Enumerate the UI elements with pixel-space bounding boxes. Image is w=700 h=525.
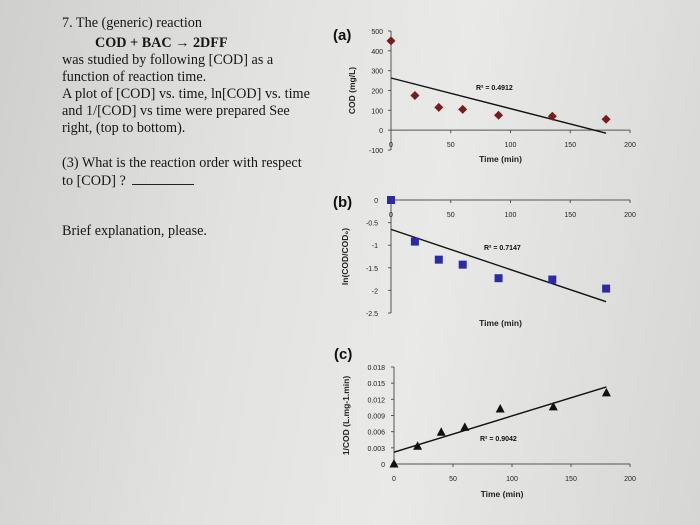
data-point-diamond <box>458 104 468 114</box>
x-tick-label: 150 <box>564 142 576 149</box>
x-axis-title: Time (min) <box>481 489 524 499</box>
question-text-line: right, (top to bottom). <box>62 120 186 136</box>
y-tick-label: 0.006 <box>367 430 385 437</box>
data-point-square <box>387 196 395 204</box>
data-point-square <box>494 274 503 283</box>
x-axis-title: Time (min) <box>479 154 522 164</box>
y-tick-label: 0.012 <box>367 397 385 404</box>
data-point-triangle <box>460 422 470 431</box>
x-tick-label: 100 <box>505 212 517 219</box>
x-tick-label: 100 <box>505 142 517 149</box>
y-tick-label: 0 <box>379 128 383 135</box>
panel-label: (b) <box>333 194 352 211</box>
question-text-line: was studied by following [COD] as a <box>62 52 274 68</box>
data-point-diamond <box>601 114 611 124</box>
y-tick-label: 200 <box>371 89 383 96</box>
reaction-equation: COD + BAC → 2DFF <box>95 35 228 51</box>
y-tick-label: 0.009 <box>367 414 385 421</box>
y-tick-label: 100 <box>371 108 383 115</box>
data-point-square <box>434 255 443 264</box>
x-tick-label: 0 <box>389 212 393 219</box>
trendline <box>390 77 607 134</box>
data-point-square <box>548 275 557 284</box>
data-point-triangle <box>389 459 399 468</box>
x-tick-label: 150 <box>565 476 577 483</box>
x-tick-label: 50 <box>447 142 455 149</box>
question-title: 7. The (generic) reaction <box>62 15 202 31</box>
y-tick-label: 400 <box>371 49 383 56</box>
data-point-diamond <box>410 90 420 100</box>
y-axis-title: ln(COD/COD₀) <box>340 228 350 285</box>
sub-question-line-2: to [COD] ? <box>62 172 194 189</box>
trendline <box>390 228 607 303</box>
y-tick-label: 0 <box>374 198 378 205</box>
r-squared-label: R² = 0.7147 <box>484 245 521 252</box>
data-point-square <box>602 284 611 293</box>
x-tick-label: 150 <box>564 212 576 219</box>
r-squared-label: R² = 0.4912 <box>476 85 513 92</box>
r-squared-label: R² = 0.9042 <box>480 436 517 443</box>
data-point-triangle <box>548 401 558 411</box>
data-point-diamond <box>434 102 444 112</box>
y-tick-label: 0.003 <box>367 446 385 453</box>
panel-label: (c) <box>334 346 352 363</box>
y-tick-label: 500 <box>371 29 383 36</box>
data-point-square <box>410 237 419 246</box>
data-point-diamond <box>547 111 557 121</box>
explanation-prompt: Brief explanation, please. <box>62 223 207 239</box>
sub-question-line: (3) What is the reaction order with resp… <box>62 155 302 171</box>
data-point-diamond <box>494 110 504 120</box>
question-text-line: and 1/[COD] vs time were prepared See <box>62 103 290 119</box>
x-tick-label: 0 <box>392 476 396 483</box>
x-axis-title: Time (min) <box>479 318 522 328</box>
y-tick-label: -2 <box>372 288 378 295</box>
y-axis-title: COD (mg/L) <box>347 67 357 114</box>
y-tick-label: -100 <box>369 148 383 155</box>
y-tick-label: 0.018 <box>367 365 385 372</box>
y-tick-label: 0.015 <box>367 381 385 388</box>
y-tick-label: -2.5 <box>366 311 378 318</box>
x-tick-label: 200 <box>624 142 636 149</box>
y-tick-label: 0 <box>381 462 385 469</box>
x-tick-label: 100 <box>506 476 518 483</box>
y-axis-title: 1/COD (L.mg-1.min) <box>341 376 351 456</box>
y-tick-label: 300 <box>371 69 383 76</box>
data-point-square <box>458 260 467 269</box>
answer-blank <box>131 172 194 185</box>
y-tick-label: -0.5 <box>366 221 378 228</box>
x-tick-label: 0 <box>389 142 393 149</box>
data-point-triangle <box>495 404 505 413</box>
question-text-line: A plot of [COD] vs. time, ln[COD] vs. ti… <box>62 86 310 102</box>
data-point-diamond <box>386 36 396 46</box>
data-point-triangle <box>601 387 611 397</box>
x-tick-label: 200 <box>624 212 636 219</box>
x-tick-label: 50 <box>447 212 455 219</box>
data-point-triangle <box>413 441 423 450</box>
x-tick-label: 200 <box>624 476 636 483</box>
sub-question-text: to [COD] ? <box>62 173 126 189</box>
x-tick-label: 50 <box>449 476 457 483</box>
data-point-triangle <box>436 427 446 436</box>
trendline <box>393 386 607 453</box>
y-tick-label: -1.5 <box>366 266 378 273</box>
question-text-line: function of reaction time. <box>62 69 207 85</box>
y-tick-label: -1 <box>372 243 378 250</box>
panel-label: (a) <box>333 27 351 44</box>
